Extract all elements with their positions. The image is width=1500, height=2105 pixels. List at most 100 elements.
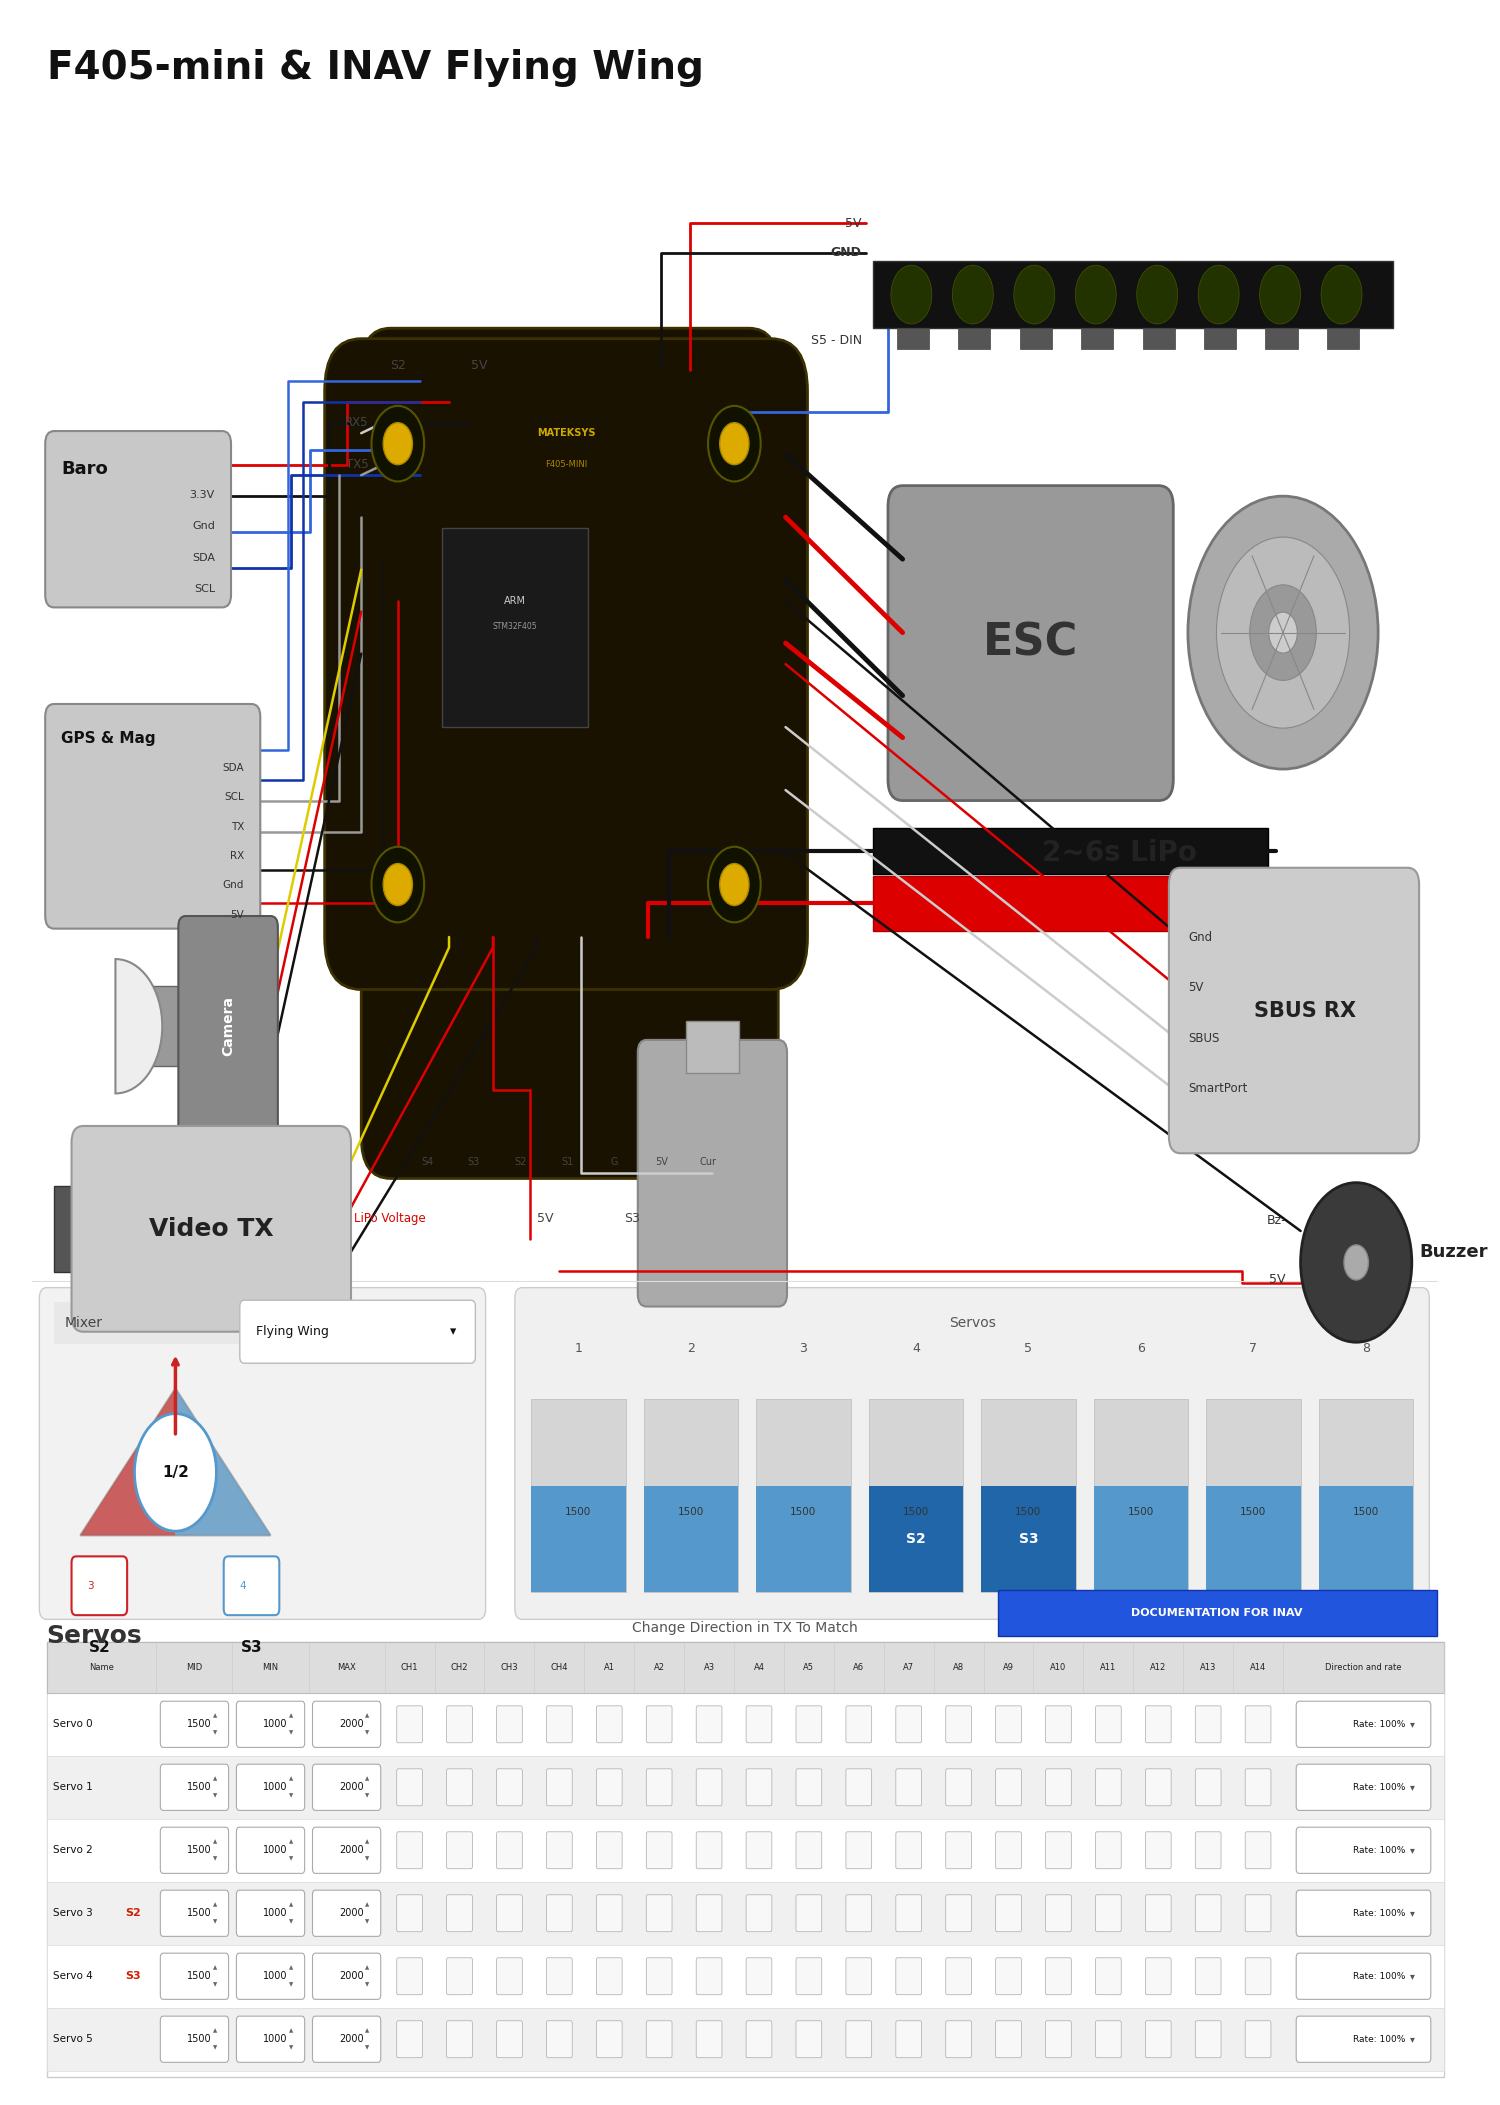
FancyBboxPatch shape: [945, 1894, 972, 1932]
FancyBboxPatch shape: [696, 1705, 721, 1743]
Circle shape: [1216, 537, 1350, 728]
Text: S3: S3: [468, 1156, 480, 1166]
Text: ▾: ▾: [1410, 1783, 1414, 1791]
Text: ▼: ▼: [213, 1857, 217, 1861]
Text: Servos: Servos: [948, 1316, 996, 1330]
Text: S2: S2: [514, 1156, 526, 1166]
FancyBboxPatch shape: [160, 1953, 228, 2000]
FancyBboxPatch shape: [1196, 1768, 1221, 1806]
FancyBboxPatch shape: [746, 1768, 772, 1806]
Text: SDA: SDA: [192, 554, 214, 562]
FancyBboxPatch shape: [696, 1958, 721, 1996]
Text: SDA: SDA: [222, 762, 245, 773]
Text: 1000: 1000: [262, 1846, 288, 1855]
Text: A6: A6: [853, 1663, 864, 1671]
FancyBboxPatch shape: [1196, 1958, 1221, 1996]
Text: Rate: 100%: Rate: 100%: [1353, 1846, 1406, 1855]
Text: A5: A5: [804, 1663, 814, 1671]
Text: Name: Name: [88, 1663, 114, 1671]
Text: ▾: ▾: [1410, 1909, 1414, 1918]
Text: 1500: 1500: [188, 1783, 211, 1791]
FancyBboxPatch shape: [846, 1894, 871, 1932]
FancyBboxPatch shape: [597, 1768, 622, 1806]
Text: Baro: Baro: [62, 461, 108, 478]
FancyBboxPatch shape: [224, 1556, 279, 1615]
FancyBboxPatch shape: [746, 1831, 772, 1869]
Text: TX: TX: [231, 821, 244, 831]
FancyBboxPatch shape: [546, 1705, 572, 1743]
FancyBboxPatch shape: [160, 1890, 228, 1937]
Text: A8: A8: [952, 1663, 964, 1671]
FancyBboxPatch shape: [1095, 1894, 1120, 1932]
Text: CH4: CH4: [550, 1663, 568, 1671]
Text: S3: S3: [1019, 1532, 1038, 1545]
Bar: [868, 1486, 963, 1591]
Bar: [1204, 328, 1236, 349]
Text: 1: 1: [574, 1343, 582, 1356]
FancyBboxPatch shape: [72, 1126, 351, 1332]
FancyBboxPatch shape: [45, 432, 231, 608]
FancyBboxPatch shape: [546, 2021, 572, 2059]
FancyBboxPatch shape: [896, 1894, 921, 1932]
Text: ▲: ▲: [290, 1903, 294, 1907]
Bar: [756, 1486, 850, 1591]
FancyBboxPatch shape: [597, 1894, 622, 1932]
FancyBboxPatch shape: [496, 1705, 522, 1743]
Bar: [441, 528, 588, 726]
Text: Rate: 100%: Rate: 100%: [1353, 1972, 1406, 1981]
FancyBboxPatch shape: [447, 1958, 472, 1996]
Bar: [1206, 1486, 1300, 1591]
Text: S5 - DIN: S5 - DIN: [810, 335, 861, 347]
FancyBboxPatch shape: [945, 1705, 972, 1743]
Text: ▼: ▼: [290, 1983, 294, 1987]
FancyBboxPatch shape: [1146, 1705, 1172, 1743]
Text: 5V: 5V: [471, 360, 488, 373]
Text: LiPo Voltage: LiPo Voltage: [354, 1212, 426, 1225]
Circle shape: [135, 1415, 216, 1530]
FancyBboxPatch shape: [546, 1831, 572, 1869]
FancyBboxPatch shape: [237, 2017, 304, 2063]
Text: 4: 4: [240, 1581, 246, 1591]
FancyBboxPatch shape: [846, 2021, 871, 2059]
Text: ARM: ARM: [504, 596, 526, 606]
FancyBboxPatch shape: [45, 703, 261, 928]
Text: ▲: ▲: [290, 1966, 294, 1970]
FancyBboxPatch shape: [1095, 1768, 1120, 1806]
Text: ▼: ▼: [290, 1730, 294, 1735]
Text: 2000: 2000: [339, 1720, 364, 1730]
FancyBboxPatch shape: [396, 1958, 423, 1996]
FancyBboxPatch shape: [1095, 1958, 1120, 1996]
Bar: [873, 827, 1269, 874]
Text: 1000: 1000: [262, 1909, 288, 1918]
Text: CH3: CH3: [501, 1663, 518, 1671]
Text: Rate: 100%: Rate: 100%: [1353, 2036, 1406, 2044]
FancyBboxPatch shape: [646, 1958, 672, 1996]
Text: GPS & Mag: GPS & Mag: [62, 730, 156, 747]
Text: STM32F405: STM32F405: [492, 621, 537, 632]
Text: A12: A12: [1150, 1663, 1167, 1671]
Bar: [958, 328, 990, 349]
Bar: [981, 1400, 1076, 1591]
FancyBboxPatch shape: [237, 1764, 304, 1810]
FancyBboxPatch shape: [896, 1768, 921, 1806]
Polygon shape: [81, 1389, 176, 1535]
Text: Buzzer: Buzzer: [1419, 1242, 1488, 1261]
FancyBboxPatch shape: [1196, 1705, 1221, 1743]
FancyBboxPatch shape: [1146, 1768, 1172, 1806]
Text: ▼: ▼: [213, 2046, 217, 2050]
Text: 2000: 2000: [339, 1783, 364, 1791]
Circle shape: [708, 846, 760, 922]
FancyBboxPatch shape: [1245, 1894, 1270, 1932]
Text: Camera: Camera: [220, 996, 236, 1057]
Text: ▼: ▼: [213, 1730, 217, 1735]
FancyBboxPatch shape: [514, 1288, 1429, 1619]
FancyBboxPatch shape: [996, 1831, 1022, 1869]
Text: ▲: ▲: [366, 1903, 369, 1907]
FancyBboxPatch shape: [846, 1768, 871, 1806]
FancyBboxPatch shape: [646, 1705, 672, 1743]
Text: ▲: ▲: [213, 1777, 217, 1781]
Text: SBUS: SBUS: [1188, 1031, 1219, 1044]
Bar: [1318, 1486, 1413, 1591]
Circle shape: [1250, 585, 1317, 680]
FancyBboxPatch shape: [1296, 1953, 1431, 2000]
